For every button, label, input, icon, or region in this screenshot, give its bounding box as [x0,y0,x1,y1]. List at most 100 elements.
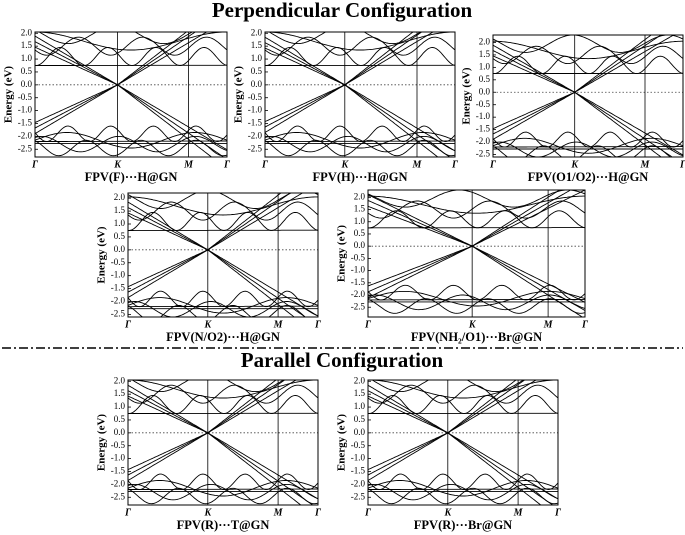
band-line [128,380,277,433]
band-line [128,249,306,317]
y-tick-label: 1.0 [354,216,366,226]
x-tick-label: K [113,159,122,170]
x-tick-label: Γ [261,159,269,170]
y-tick-label: -2.0 [351,289,366,299]
x-tick-label: K [468,319,477,330]
band-line [493,35,662,93]
band-line [368,432,554,505]
x-tick-label: M [412,159,423,170]
y-tick-label: -1.0 [18,105,33,115]
panel-caption: FPV(O1/O2)···H@GN [528,170,649,184]
band-line [35,32,227,51]
y-tick-label: -1.0 [476,111,491,121]
band-line [368,246,585,303]
band-line [128,249,295,317]
band-line [368,190,572,247]
x-tick-label: Γ [314,507,322,518]
band-line [265,32,434,85]
y-tick-label: -1.0 [351,265,366,275]
y-axis-label: Energy (eV) [96,414,108,471]
plot-frame [367,189,586,318]
panel-caption: FPV(F)···H@GN [85,170,178,184]
band-line [128,249,318,317]
y-axis-label: Energy (eV) [233,66,245,123]
band-line [368,380,558,399]
y-tick-label: 1.0 [479,61,491,71]
band-line [35,32,196,85]
x-tick-label: K [340,159,349,170]
y-tick-label: 2.0 [354,375,366,385]
y-tick-label: 2.0 [114,375,126,385]
band-line [368,380,526,433]
band-line [368,298,585,314]
y-tick-label: 0.0 [251,79,263,89]
section-title: Perpendicular Configuration [212,0,473,22]
band-line [35,84,213,157]
y-tick-label: 1.0 [21,53,33,63]
x-tick-label: Γ [554,507,562,518]
y-tick-label: 0.5 [354,228,366,238]
band-line [128,487,318,505]
y-tick-label: -2.0 [18,130,33,140]
band-line [265,84,451,157]
y-tick-label: 1.5 [114,388,126,398]
band-line [368,294,585,311]
y-tick-label: 0.0 [354,240,366,250]
y-tick-label: 1.0 [114,401,126,411]
y-tick-label: 0.0 [114,244,126,254]
y-tick-label: -2.5 [351,491,366,501]
x-tick-label: M [183,159,194,170]
band-line [128,193,282,250]
y-tick-label: -2.5 [248,143,263,153]
plot-frame [127,379,319,506]
y-tick-label: 1.5 [479,49,491,59]
band-line [493,146,683,148]
x-tick-label: Γ [223,159,231,170]
y-axis-label: Energy (eV) [336,414,348,471]
band-line [131,380,285,393]
y-tick-label: -2.0 [111,478,126,488]
bands [493,35,683,157]
y-tick-label: -1.5 [111,283,126,293]
y-tick-label: 1.0 [251,53,263,63]
band-line [265,135,455,153]
y-tick-label: -2.5 [351,301,366,311]
y-tick-label: 0.0 [21,79,33,89]
section-title: Parallel Configuration [241,348,444,372]
x-tick-label: Γ [364,507,372,518]
band-line [368,480,558,497]
band-line [368,380,517,433]
band-line [265,132,455,149]
y-tick-label: -0.5 [248,92,263,102]
y-tick-label: -0.5 [351,252,366,262]
band-line [128,196,318,216]
band-line [493,45,683,65]
y-tick-label: 0.5 [354,414,366,424]
y-tick-label: -0.5 [18,92,33,102]
band-line [368,432,558,500]
x-tick-label: Γ [124,319,132,330]
plot-frame [127,192,319,318]
plot-frame [34,31,228,158]
band-line [368,190,585,208]
band-line [493,35,683,53]
y-axis-label: Energy (eV) [96,226,108,283]
x-tick-label: Γ [581,319,589,330]
y-tick-label: -1.0 [248,105,263,115]
panel-caption: FPV(R)···T@GN [177,518,270,532]
y-tick-label: -1.5 [18,118,33,128]
y-tick-label: -1.5 [111,466,126,476]
band-line [493,92,673,157]
band-line [493,137,683,154]
band-line [128,304,306,317]
band-line [493,92,683,156]
y-tick-label: -1.0 [111,453,126,463]
y-tick-label: 2.0 [21,27,33,37]
y-tick-label: 0.5 [114,414,126,424]
band-line [128,488,318,490]
y-tick-label: -1.5 [248,118,263,128]
